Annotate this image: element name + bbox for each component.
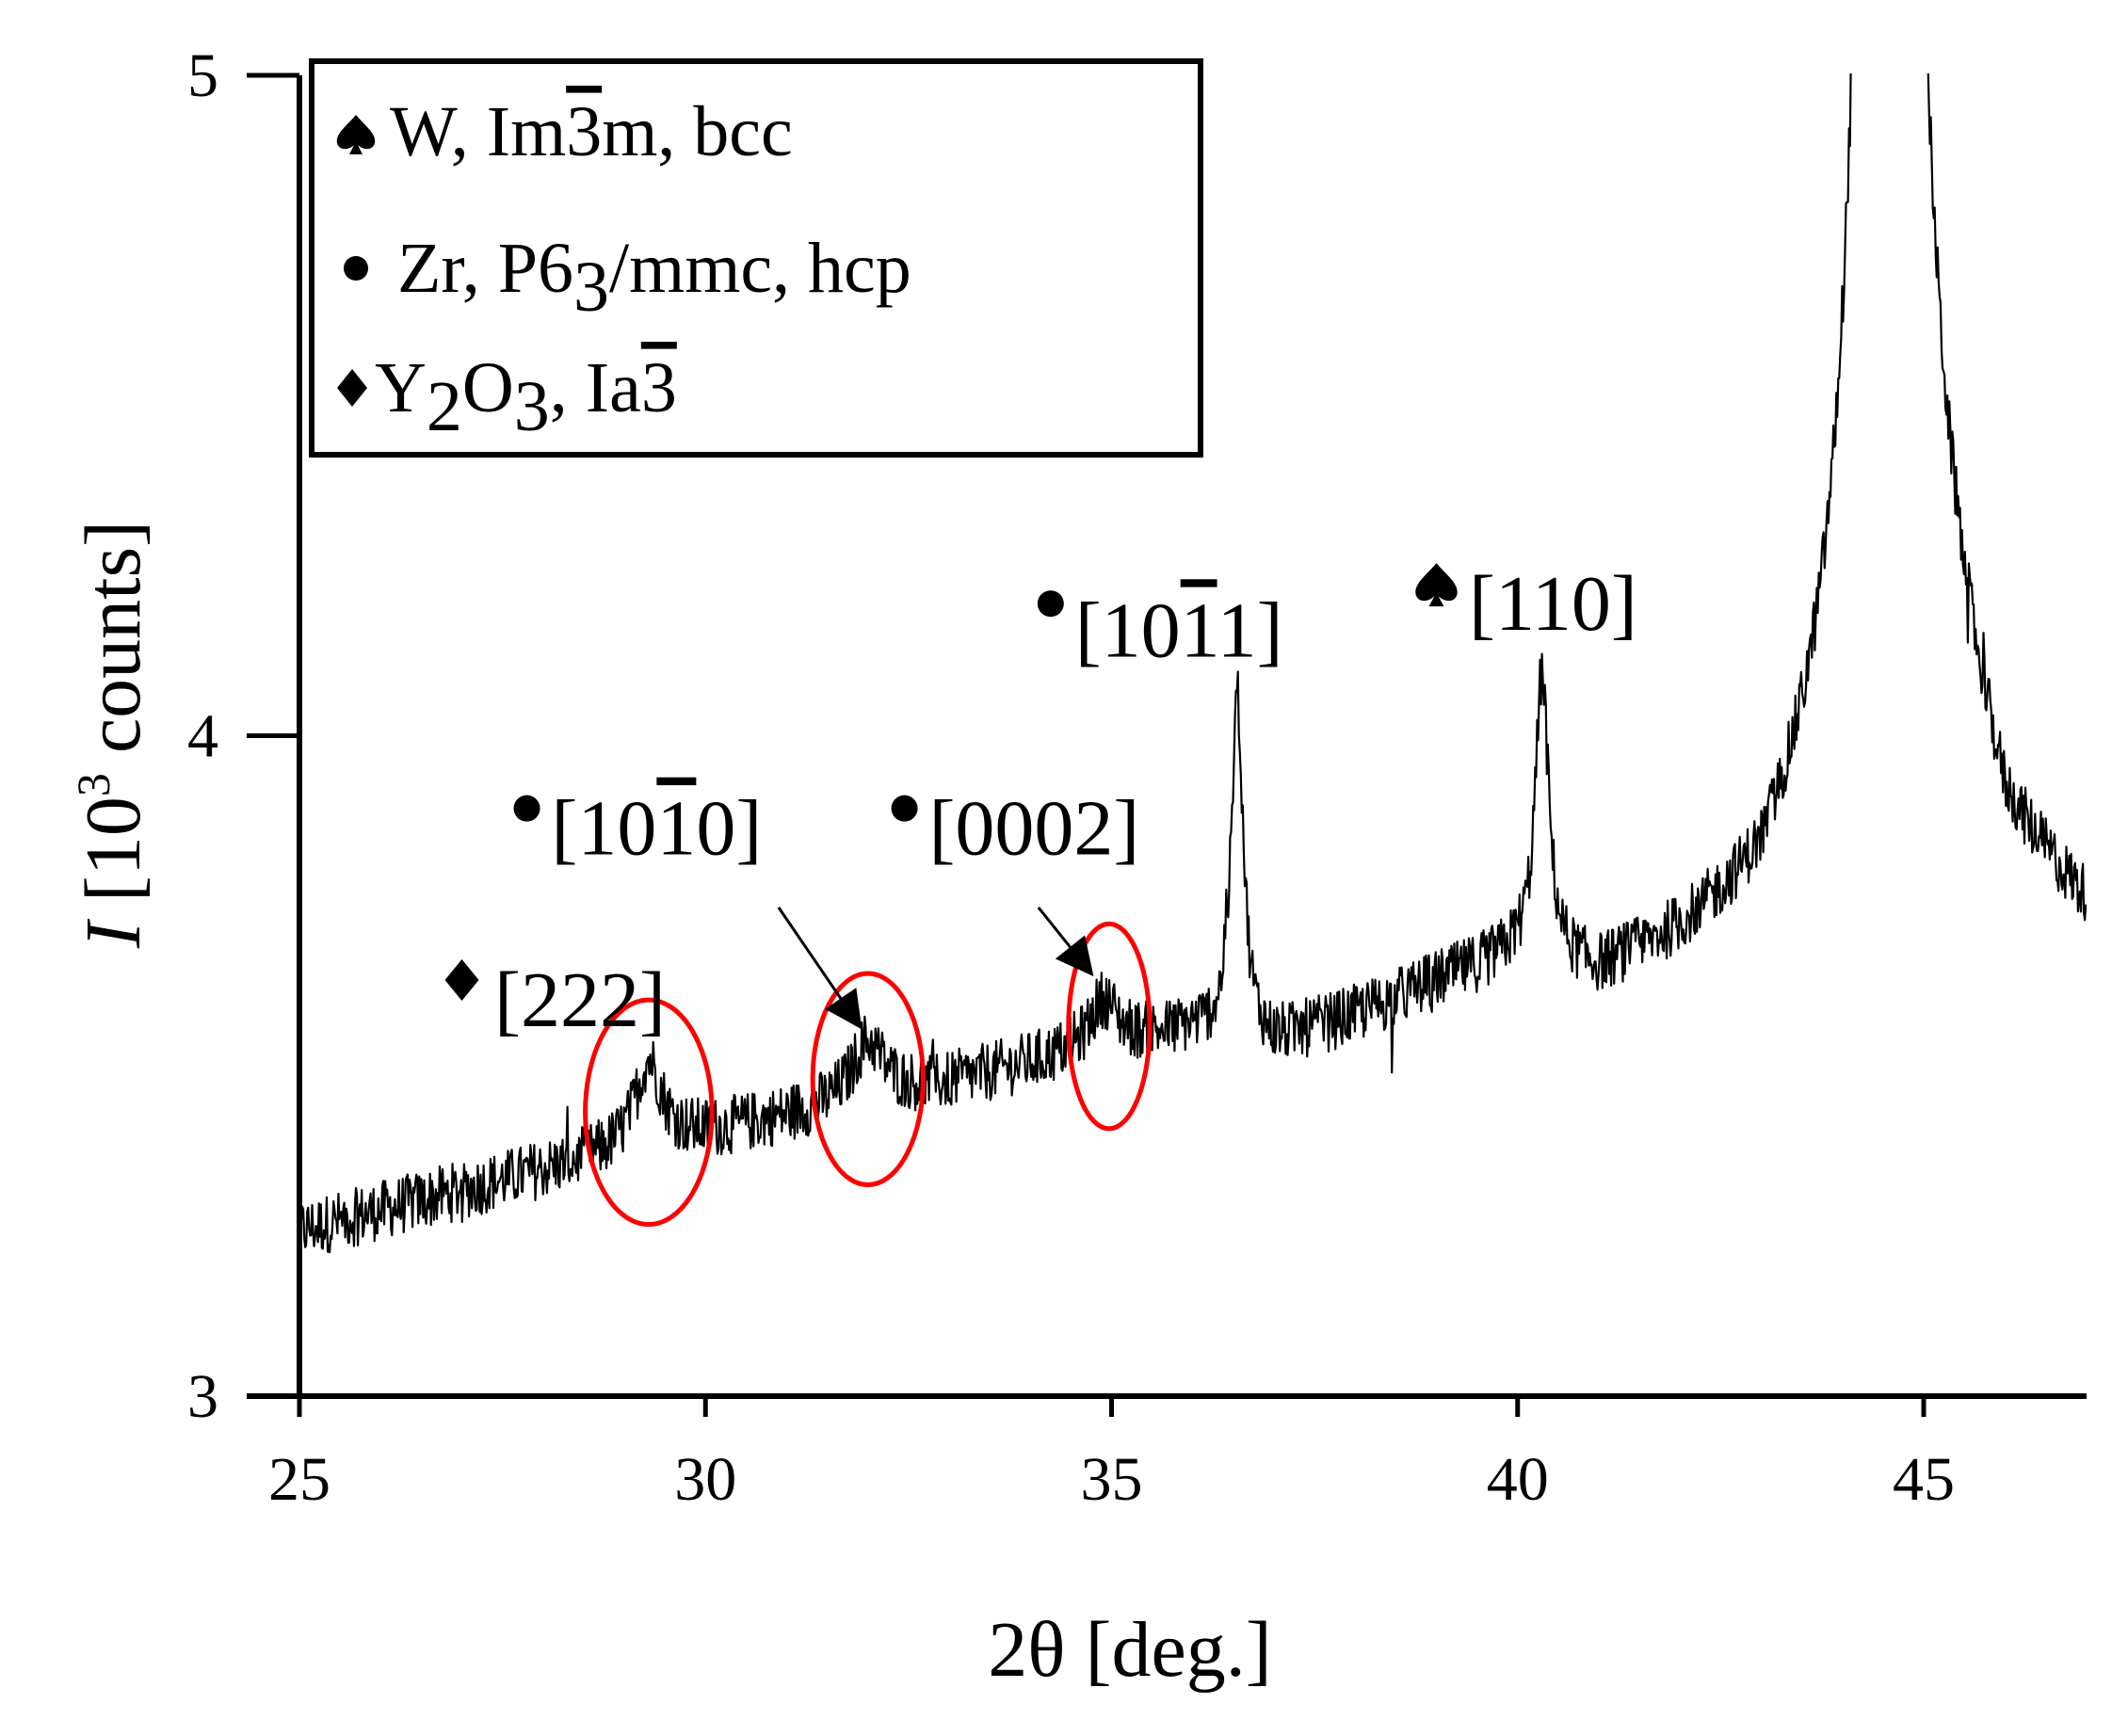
ann-222: [222] xyxy=(444,956,666,1044)
ann-1010-label: [1010] xyxy=(551,785,762,873)
circle-icon xyxy=(513,795,540,822)
ann-0002-arrow xyxy=(1037,906,1094,977)
legend-entry-y2o3: Y2O3, Ia3 xyxy=(337,348,677,446)
spade-icon xyxy=(1415,563,1458,607)
legend-subscript-2: 2 xyxy=(427,367,462,446)
y-tick-label-3: 3 xyxy=(187,1362,218,1431)
legend-subscript-3: 3 xyxy=(573,248,609,327)
x-tick-label-45: 45 xyxy=(1893,1445,1955,1514)
x-tick-label-25: 25 xyxy=(268,1445,331,1514)
legend-entry-w: W, Im3m, bcc xyxy=(336,92,793,171)
ann-110: [110] xyxy=(1415,560,1637,648)
x-ticks: 25 30 35 40 45 xyxy=(268,1396,1955,1514)
ann-1010-arrow xyxy=(777,907,863,1030)
ellipse-1010 xyxy=(810,971,926,1188)
legend-overbar-3: 3 xyxy=(566,92,602,171)
ellipse-layer xyxy=(583,921,1153,1228)
y-axis-title-symbol: I xyxy=(70,918,157,949)
ann-222-label: [222] xyxy=(494,956,666,1044)
y-axis-title: I [103 counts] xyxy=(67,521,157,949)
miller-overbar: 1 xyxy=(1181,587,1217,674)
series-line xyxy=(298,73,2087,1254)
legend-label-y2o3: Y2O3, Ia3 xyxy=(375,348,677,446)
ellipse-222 xyxy=(583,997,715,1228)
circle-icon xyxy=(1037,590,1064,618)
x-tick-label-30: 30 xyxy=(674,1445,736,1514)
ann-110-label: [110] xyxy=(1469,560,1637,648)
y-tick-label-5: 5 xyxy=(187,41,218,110)
ann-0002-label: [0002] xyxy=(928,785,1139,873)
legend-overbar-3b: 3 xyxy=(641,348,677,427)
legend-label-w: W, Im3m, bcc xyxy=(390,92,793,171)
legend-subscript-3b: 3 xyxy=(514,367,550,446)
miller-overbar: 1 xyxy=(656,785,696,873)
y-ticks: 3 4 5 xyxy=(187,41,299,1431)
x-tick-label-40: 40 xyxy=(1487,1445,1549,1514)
diamond-icon xyxy=(337,369,367,407)
ann-1011-label: [1011] xyxy=(1075,587,1283,674)
legend-box xyxy=(309,58,1203,458)
y-axis-title-tail: counts] xyxy=(70,521,157,773)
legend-entry-zr: Zr, P63/mmc, hcp xyxy=(344,229,911,327)
ann-1010: [1010] xyxy=(513,785,863,1030)
y-tick-label-4: 4 xyxy=(187,702,218,771)
series-layer xyxy=(298,73,2087,1254)
x-axis-title: 2θ [deg.] xyxy=(988,1606,1271,1694)
legend-label-zr: Zr, P63/mmc, hcp xyxy=(397,229,911,327)
y-axis-title-exponent: 3 xyxy=(67,773,120,796)
ann-1011: [1011] xyxy=(1037,587,1283,674)
spade-icon xyxy=(336,115,376,154)
legend: W, Im3m, bcc Zr, P63/mmc, hcp Y2O3, Ia3 xyxy=(309,58,1203,458)
y-axis-title-unit: [10 xyxy=(70,796,157,922)
ann-0002: [0002] xyxy=(891,785,1139,977)
circle-icon xyxy=(891,795,918,822)
circle-icon xyxy=(344,256,368,281)
diamond-icon xyxy=(444,959,479,1002)
x-tick-label-35: 35 xyxy=(1081,1445,1143,1514)
ellipse-0002 xyxy=(1066,921,1153,1132)
peak-annotations: [222] [1010] [0002] [1011] [110] xyxy=(444,560,1637,1044)
